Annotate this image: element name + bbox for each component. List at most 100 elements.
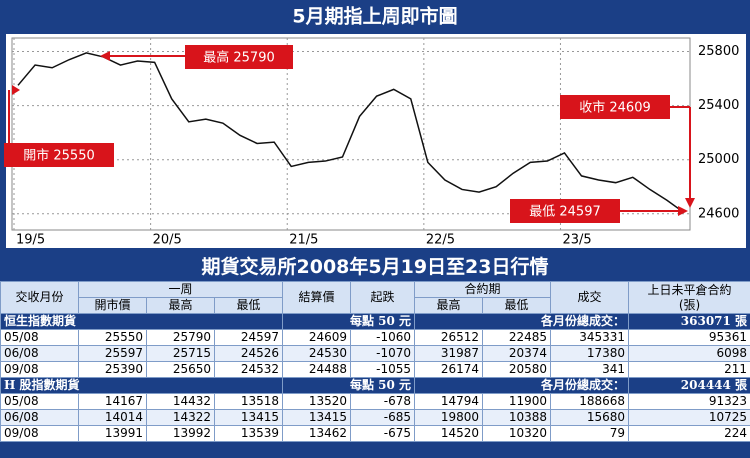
cell: 每點 50 元 bbox=[282, 377, 416, 394]
cell: 25597 bbox=[78, 345, 147, 362]
chart-title: 5月期指上周即市圖 bbox=[292, 5, 457, 28]
cell: 26174 bbox=[414, 361, 484, 378]
cell: -675 bbox=[350, 425, 416, 442]
subheader: 開市價 bbox=[78, 297, 147, 314]
y-tick-label: 25800 bbox=[698, 44, 739, 59]
annotation-box bbox=[560, 95, 670, 119]
header: 合約期 bbox=[414, 281, 552, 298]
cell: 13518 bbox=[213, 393, 284, 410]
y-tick-label: 25000 bbox=[698, 152, 739, 167]
cell: 13462 bbox=[282, 425, 352, 442]
cell: 211 bbox=[628, 361, 750, 378]
annotation: 開市 25550 bbox=[23, 148, 95, 164]
cell: 06/08 bbox=[0, 409, 79, 426]
cell: 11900 bbox=[482, 393, 552, 410]
cell: 79 bbox=[550, 425, 630, 442]
header: 起跌 bbox=[350, 281, 416, 314]
x-tick-label: 21/5 bbox=[289, 233, 318, 248]
cell: 09/08 bbox=[0, 425, 79, 442]
subheader: 最低 bbox=[482, 297, 552, 314]
cell: 91323 bbox=[628, 393, 750, 410]
header: 成交 bbox=[550, 281, 630, 314]
cell: 6098 bbox=[628, 345, 750, 362]
cell: -685 bbox=[350, 409, 416, 426]
data-row: 09/08 13991 13992 13539 13462 -675 14520 10320 7… bbox=[0, 425, 750, 442]
data-row: 09/08 25390 25650 24532 24488 -1055 26174 20580… bbox=[0, 361, 750, 378]
cell: 20374 bbox=[482, 345, 552, 362]
arrow-head bbox=[100, 51, 110, 61]
cell: 15680 bbox=[550, 409, 630, 426]
cell: 14322 bbox=[146, 409, 215, 426]
cell: -1055 bbox=[350, 361, 416, 378]
x-tick-label: 19/5 bbox=[16, 233, 45, 248]
price-line bbox=[17, 52, 685, 214]
cell: 10320 bbox=[482, 425, 552, 442]
cell: 10388 bbox=[482, 409, 552, 426]
x-tick-label: 22/5 bbox=[426, 233, 455, 248]
data-row: 06/08 14014 14322 13415 13415 -685 19800 10388 1… bbox=[0, 409, 750, 426]
cell: 25715 bbox=[146, 345, 215, 362]
cell: 224 bbox=[628, 425, 750, 442]
header: 一周 bbox=[77, 281, 284, 298]
data-row: 05/08 25550 25790 24597 24609 -1060 26512 22485… bbox=[0, 329, 750, 346]
cell: 14794 bbox=[414, 393, 484, 410]
cell: 14520 bbox=[414, 425, 484, 442]
cell: -1060 bbox=[350, 329, 416, 346]
cell: H 股指數期貨 bbox=[0, 377, 284, 394]
cell: 22485 bbox=[482, 329, 552, 346]
cell: 345331 bbox=[550, 329, 630, 346]
x-tick-label: 23/5 bbox=[562, 233, 591, 248]
cell: 09/08 bbox=[0, 361, 79, 378]
section-row: H 股指數期貨 每點 50 元各月份總成交： 204444 張 bbox=[0, 377, 750, 394]
annotation-box bbox=[185, 45, 293, 69]
cell: 24597 bbox=[213, 329, 284, 346]
cell: 14432 bbox=[146, 393, 215, 410]
cell: 06/08 bbox=[0, 345, 79, 362]
cell: 95361 bbox=[628, 329, 750, 346]
arrow-head bbox=[685, 198, 695, 208]
chart-area bbox=[6, 34, 746, 248]
arrow-head bbox=[12, 85, 20, 95]
subheader: 最低 bbox=[213, 297, 284, 314]
title-bar bbox=[0, 0, 750, 32]
chart: 5月期指上周即市圖 24600 25000 25400 25800 19/5 20/5 21… bbox=[0, 0, 750, 248]
cell: 363071 張 bbox=[628, 313, 750, 330]
cell: 13415 bbox=[213, 409, 284, 426]
cell: 25390 bbox=[78, 361, 147, 378]
table-body: 恒生指數期貨 每點 50 元各月份總成交： 363071 張 05/08 25550 25… bbox=[0, 313, 750, 442]
annotation-box bbox=[510, 199, 620, 223]
cell: 204444 張 bbox=[628, 377, 750, 394]
cell: 26512 bbox=[414, 329, 484, 346]
y-tick-label: 25400 bbox=[698, 98, 739, 113]
subheader: 最高 bbox=[414, 297, 484, 314]
cell: 05/08 bbox=[0, 329, 79, 346]
annotation: 收市 24609 bbox=[579, 100, 651, 116]
cell: -678 bbox=[350, 393, 416, 410]
cell: 13520 bbox=[282, 393, 352, 410]
cell: 各月份總成交： bbox=[414, 313, 630, 330]
cell: 188668 bbox=[550, 393, 630, 410]
cell: 24530 bbox=[282, 345, 352, 362]
header: 結算價 bbox=[282, 281, 352, 314]
cell: 恒生指數期貨 bbox=[0, 313, 284, 330]
table: 交收月份 一周 結算價 起跌 合約期 成交 上日未平倉合約 (張) 開市價 最高 … bbox=[0, 281, 750, 442]
cell: 24488 bbox=[282, 361, 352, 378]
cell: 25650 bbox=[146, 361, 215, 378]
cell: -1070 bbox=[350, 345, 416, 362]
x-tick-label: 20/5 bbox=[153, 233, 182, 248]
cell: 24532 bbox=[213, 361, 284, 378]
header: 交收月份 bbox=[0, 281, 79, 314]
y-tick-label: 24600 bbox=[698, 206, 739, 221]
data-row: 05/08 14167 14432 13518 13520 -678 14794 11900 1… bbox=[0, 393, 750, 410]
table-block: 期貨交易所2008年5月19日至23日行情 交收月份 一周 結算價 起跌 合約期… bbox=[0, 253, 750, 442]
cell: 10725 bbox=[628, 409, 750, 426]
header-line: 上日未平倉合約 bbox=[647, 282, 732, 297]
cell: 17380 bbox=[550, 345, 630, 362]
cell: 31987 bbox=[414, 345, 484, 362]
cell: 13539 bbox=[213, 425, 284, 442]
annotation: 最低 24597 bbox=[529, 205, 601, 220]
cell: 25550 bbox=[78, 329, 147, 346]
section-row: 恒生指數期貨 每點 50 元各月份總成交： 363071 張 bbox=[0, 313, 750, 330]
cell: 13991 bbox=[78, 425, 147, 442]
